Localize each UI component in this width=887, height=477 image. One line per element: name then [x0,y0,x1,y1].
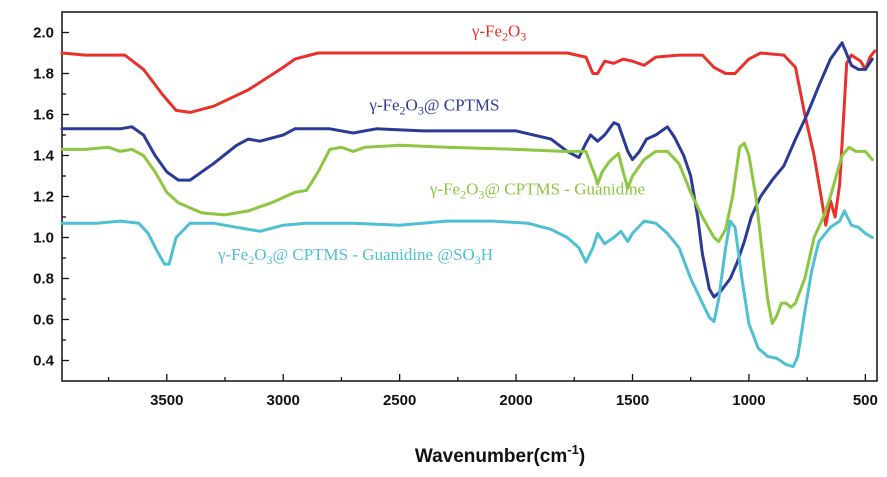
x-axis-title-main: Wavenumber(cm [415,446,567,467]
series-line-1 [60,49,877,227]
series-label-part: γ-Fe [217,245,248,264]
series-label-part: 3 [418,103,424,117]
x-tick-label: 3500 [150,392,183,409]
series-label-part: O [406,95,418,114]
series-label-part: 3 [478,187,484,201]
series-label-part: 3 [266,253,272,267]
x-axis-title-sup: -1 [567,442,579,457]
series-label-part: @ CPTMS - Guanidine @SO [272,245,474,264]
series-label-part: 3 [520,30,526,44]
series-label-part: 2 [502,30,508,44]
series-line-2 [60,41,874,299]
y-tick-label: 0.8 [33,271,54,288]
x-tick-label: 500 [853,392,878,409]
series-line-3 [60,141,874,326]
series-label-part: 2 [400,103,406,117]
x-axis: 3500 3000 2500 2000 1500 1000 500 [107,374,878,409]
x-axis-title-end: ) [579,446,585,467]
series-label-part: O [254,245,266,264]
y-tick-label: 0.4 [33,353,55,370]
y-tick-label: 1.0 [33,230,54,247]
series-label-part: O [466,179,478,198]
series-label-4: γ-Fe2O3@ CPTMS - Guanidine @SO3H [217,245,493,267]
series-label-3: γ-Fe2O3@ CPTMS - Guanidine [429,179,645,201]
series-label-part: 2 [460,187,466,201]
y-tick-label: 1.4 [33,148,55,165]
series-label-1: γ-Fe2O3 [471,22,526,44]
x-tick-label: 2500 [383,392,416,409]
series-lines [60,41,877,369]
series-label-part: γ-Fe [429,179,460,198]
series-label-part: γ-Fe [368,95,399,114]
series-label-part: H [481,245,493,264]
x-tick-label: 1500 [616,392,649,409]
x-tick-label: 3000 [267,392,300,409]
y-axis: 0.4 0.6 0.8 1.0 1.2 1.4 1.6 1.8 2.0 [33,25,69,370]
y-tick-label: 2.0 [33,25,54,42]
y-tick-label: 0.6 [33,312,54,329]
y-tick-label: 1.2 [33,189,54,206]
series-line-4 [60,209,874,369]
series-label-part: γ-Fe [471,22,502,41]
series-label-2: γ-Fe2O3@ CPTMS [368,95,499,117]
series-label-part: @ CPTMS - Guanidine [484,179,645,198]
series-label-part: 2 [248,253,254,267]
y-tick-label: 1.6 [33,107,54,124]
series-label-part: 3 [475,253,481,267]
x-axis-title: Wavenumber(cm-1) [415,442,585,467]
y-tick-label: 1.8 [33,66,54,83]
series-label-part: O [508,22,520,41]
x-tick-label: 2000 [499,392,532,409]
x-tick-label: 1000 [732,392,765,409]
series-label-part: @ CPTMS [424,95,500,114]
